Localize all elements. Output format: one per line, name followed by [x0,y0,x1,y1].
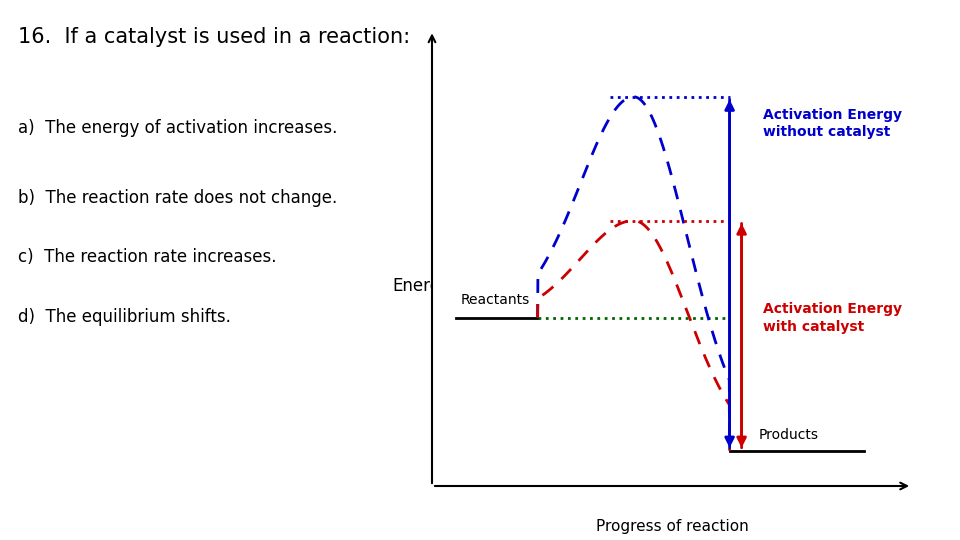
Text: Products: Products [758,428,818,442]
Text: Progress of reaction: Progress of reaction [595,518,749,534]
Text: a)  The energy of activation increases.: a) The energy of activation increases. [17,119,337,137]
Text: b)  The reaction rate does not change.: b) The reaction rate does not change. [17,189,337,207]
Text: d)  The equilibrium shifts.: d) The equilibrium shifts. [17,308,230,326]
Text: 16.  If a catalyst is used in a reaction:: 16. If a catalyst is used in a reaction: [17,27,410,47]
Text: Reactants: Reactants [461,293,530,307]
Text: c)  The reaction rate increases.: c) The reaction rate increases. [17,248,276,266]
Text: Activation Energy
with catalyst: Activation Energy with catalyst [763,302,902,334]
Text: Activation Energy
without catalyst: Activation Energy without catalyst [763,107,902,139]
Text: Energy: Energy [393,277,451,295]
